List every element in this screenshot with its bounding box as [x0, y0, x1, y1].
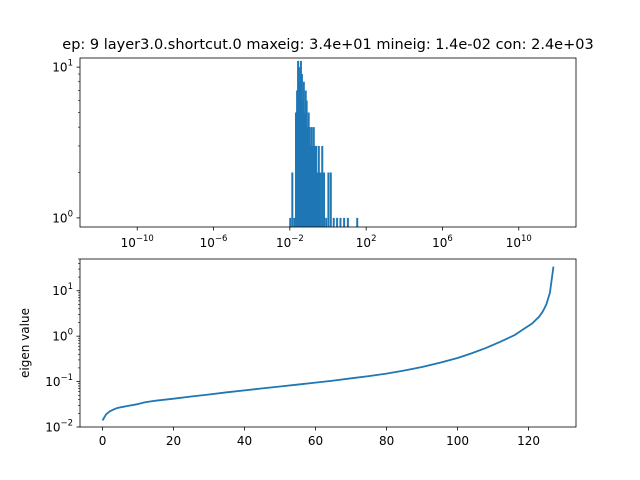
- histogram-bar-16: [307, 112, 310, 227]
- histogram-bar-2: [293, 217, 296, 227]
- y-tick-label: 101: [52, 282, 73, 298]
- histogram-bar-19: [310, 127, 313, 227]
- histogram-bar-27: [321, 145, 324, 227]
- y-tick-label: 100: [52, 209, 73, 225]
- histogram-bar-24: [316, 172, 319, 227]
- histogram-bar-36: [346, 217, 349, 227]
- histogram-bar-26: [319, 172, 322, 227]
- y-tick-label: 101: [52, 59, 73, 75]
- x-tick-label: 20: [166, 434, 181, 448]
- histogram-bar-23: [315, 145, 318, 227]
- eigenvalue-series-line: [101, 266, 555, 421]
- x-tick-label: 60: [308, 434, 323, 448]
- histogram-axes: 10−10 10−6 10−2 102 106 1010 100 101: [52, 57, 577, 250]
- x-tick-label: 1010: [506, 234, 532, 250]
- x-tick-label: 106: [432, 234, 453, 250]
- histogram-bar-22: [314, 145, 317, 227]
- x-tick-label: 102: [356, 234, 377, 250]
- histogram-bar-14: [305, 100, 308, 227]
- x-tick-label: 80: [379, 434, 394, 448]
- histogram-bar-17: [308, 127, 311, 227]
- histogram-bar-1: [291, 172, 294, 227]
- histogram-bar-25: [317, 145, 320, 227]
- y-axis-label: eigen value: [18, 308, 32, 378]
- histogram-bar-31: [329, 172, 332, 227]
- x-tick-label: 0: [99, 434, 107, 448]
- histogram-bar-37: [356, 217, 359, 227]
- x-tick-label: 100: [446, 434, 469, 448]
- histogram-bar-8: [299, 60, 302, 227]
- histogram-bar-6: [297, 67, 300, 228]
- histogram-bar-3: [294, 112, 297, 227]
- y-tick-label: 10−2: [45, 419, 73, 435]
- x-tick-label: 120: [517, 434, 540, 448]
- eigenvalue-line-axes: 0 20 40 60 80 100 120 10−2 10−1 100 101 eigen value: [18, 258, 577, 448]
- histogram-bar-0: [289, 217, 292, 227]
- histogram-bar-11: [302, 81, 305, 227]
- histogram-bar-28: [323, 172, 326, 227]
- x-tick-label: 10−2: [276, 234, 304, 250]
- histogram-bar-35: [343, 217, 346, 227]
- histogram-bar-33: [336, 217, 339, 227]
- histogram-bar-30: [327, 172, 330, 227]
- chart-title: ep: 9 layer3.0.shortcut.0 maxeig: 3.4e+0…: [62, 37, 593, 53]
- histogram-bar-32: [332, 217, 335, 227]
- x-tick-label: 10−6: [200, 234, 228, 250]
- histogram-bar-21: [312, 127, 315, 227]
- histogram-bar-29: [325, 217, 328, 227]
- histogram-axes-frame: [79, 57, 577, 228]
- x-tick-label: 40: [237, 434, 252, 448]
- y-tick-label: 10−1: [45, 373, 73, 389]
- histogram-bars: [289, 60, 359, 228]
- histogram-bar-34: [339, 217, 342, 227]
- y-tick-label: 100: [52, 328, 73, 344]
- x-tick-label: 10−10: [121, 234, 154, 250]
